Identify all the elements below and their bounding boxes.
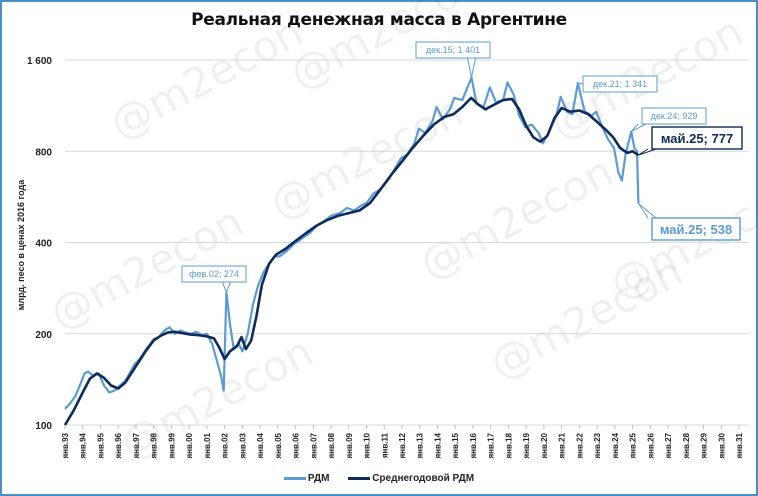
x-tick-label: янв.07 (309, 432, 318, 458)
x-tick-label: янв.05 (274, 432, 283, 458)
annotation-label: май.25; 538 (660, 222, 732, 237)
x-tick-label: янв.11 (380, 432, 389, 458)
x-tick-label: янв.99 (167, 432, 176, 458)
annotation-box (651, 126, 743, 150)
legend-label-rdm: РДМ (307, 473, 330, 484)
annotation-label: дек.24; 929 (651, 111, 698, 121)
x-tick-label: янв.96 (114, 432, 123, 458)
annotation-label: дек.21; 1 341 (593, 79, 647, 89)
grid-lines (65, 59, 749, 426)
watermark-text: @m2econ (412, 147, 621, 289)
legend-item-avg-rdm[interactable]: Среднегодовой РДМ (348, 473, 474, 484)
y-axis-label: млрд. песо в ценах 2016 года (16, 179, 26, 310)
x-tick-label: янв.29 (700, 432, 709, 458)
x-tick-label: янв.22 (575, 432, 584, 458)
x-tick-label: янв.14 (433, 432, 442, 458)
x-tick-label: янв.10 (363, 432, 372, 458)
x-tick-label: янв.18 (504, 432, 513, 458)
x-tick-label: янв.25 (629, 432, 638, 458)
x-tick-label: янв.06 (292, 432, 301, 458)
watermark-text: @m2econ (102, 7, 311, 149)
annotation-box (641, 107, 707, 125)
annotation-box (651, 217, 741, 241)
x-tick-label: янв.04 (256, 432, 265, 458)
x-tick-label: янв.09 (345, 432, 354, 458)
x-tick-label: янв.12 (398, 432, 407, 458)
watermark-layer: @m2econ@m2econ@m2econ@m2econ@m2econ@m2ec… (42, 0, 758, 469)
x-tick-label: янв.26 (646, 432, 655, 458)
x-tick-label: янв.23 (593, 432, 602, 458)
chart-title: Реальная денежная масса в Аргентине (191, 10, 567, 30)
x-tick-label: янв.03 (238, 432, 247, 458)
annotation-label: фев.02; 274 (189, 269, 239, 279)
annotation-box (181, 265, 247, 283)
x-tick-label: янв.27 (664, 432, 673, 458)
y-tick-label: 200 (35, 330, 52, 341)
annotation-label: дек.15; 1 401 (426, 45, 480, 55)
chart-legend: РДМ Среднегодовой РДМ (0, 472, 758, 484)
annotations-layer: фев.02; 274 дек.15; 1 401 дек.21; 1 341 дек… (181, 41, 743, 294)
x-tick-label: янв.98 (150, 432, 159, 458)
legend-item-rdm[interactable]: РДМ (283, 473, 330, 484)
y-axis-ticks: 100 200 400 800 1 600 (27, 56, 52, 432)
series-layer (63, 76, 640, 426)
annotation-label: май.25; 777 (661, 131, 733, 146)
x-tick-label: янв.94 (79, 432, 88, 458)
x-tick-label: янв.13 (416, 432, 425, 458)
x-tick-label: янв.01 (203, 432, 212, 458)
annotation-box (582, 75, 658, 93)
x-tick-label: янв.24 (611, 432, 620, 458)
x-tick-label: янв.28 (682, 432, 691, 458)
x-tick-label: янв.21 (558, 432, 567, 458)
legend-label-avg-rdm: Среднегодовой РДМ (372, 473, 475, 484)
x-tick-label: янв.08 (327, 432, 336, 458)
x-tick-label: янв.16 (469, 432, 478, 458)
legend-swatch-avg-rdm (348, 477, 371, 480)
x-tick-label: янв.20 (540, 432, 549, 458)
x-axis-ticks: янв.93 янв.94 янв.95 янв.96 янв.97 янв.98 янв.… (61, 425, 744, 459)
x-tick-label: янв.00 (185, 432, 194, 458)
x-tick-label: янв.95 (96, 432, 105, 458)
y-tick-label: 100 (35, 421, 52, 432)
series-line-avg-rdm (63, 96, 640, 426)
y-tick-label: 1 600 (27, 56, 52, 67)
x-tick-label: янв.93 (61, 432, 70, 458)
legend-swatch-rdm (283, 477, 306, 480)
x-tick-label: янв.30 (717, 432, 726, 458)
x-tick-label: янв.97 (132, 432, 141, 458)
watermark-text: @m2econ (112, 327, 321, 469)
x-tick-label: янв.19 (522, 432, 531, 458)
x-tick-label: янв.17 (487, 432, 496, 458)
x-tick-label: янв.15 (451, 432, 460, 458)
x-tick-label: янв.31 (735, 432, 744, 458)
watermark-text: @m2econ (262, 87, 471, 229)
annotation-box (415, 41, 491, 59)
y-tick-label: 800 (35, 147, 52, 158)
x-tick-label: янв.02 (221, 432, 230, 458)
y-tick-label: 400 (35, 239, 52, 250)
